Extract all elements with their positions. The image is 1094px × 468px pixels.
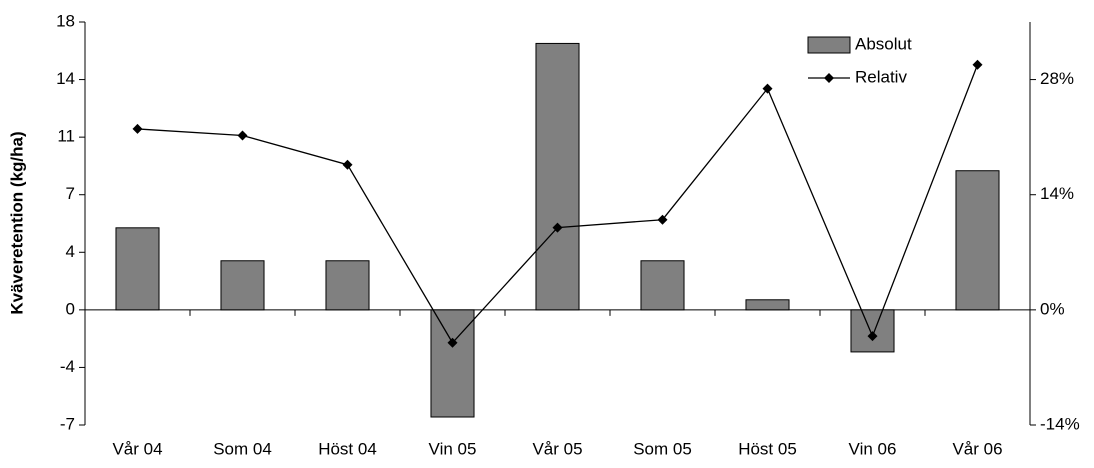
line-marker	[762, 83, 773, 94]
bar	[115, 227, 160, 311]
x-tick-label: Vin 05	[429, 439, 477, 458]
legend-swatch	[807, 36, 851, 54]
x-tick-label: Vår 06	[952, 439, 1002, 458]
y2-tick-label: 28%	[1040, 69, 1074, 88]
y-tick-label: -4	[60, 357, 75, 376]
line-marker	[237, 130, 248, 141]
x-tick-label: Vår 04	[112, 439, 162, 458]
y-tick-label: 0	[66, 299, 75, 318]
x-tick-label: Höst 05	[738, 439, 797, 458]
bar	[220, 260, 265, 311]
y2-tick-label: 0%	[1040, 299, 1065, 318]
x-tick-label: Vår 05	[532, 439, 582, 458]
legend-label: Relativ	[855, 67, 907, 86]
legend-label: Absolut	[855, 34, 912, 53]
line-marker	[657, 214, 668, 225]
y-tick-label: 4	[66, 242, 75, 261]
line-marker	[972, 59, 983, 70]
x-tick-label: Vin 06	[849, 439, 897, 458]
line-marker	[342, 159, 353, 170]
bar	[535, 42, 580, 311]
legend-marker	[824, 73, 834, 83]
x-tick-label: Som 04	[213, 439, 272, 458]
y-tick-label: 18	[56, 11, 75, 30]
line-marker	[447, 337, 458, 348]
y-axis-label: Kväveretention (kg/ha)	[7, 131, 26, 314]
y-tick-label: 7	[66, 184, 75, 203]
line-marker	[867, 331, 878, 342]
y-tick-label: -7	[60, 414, 75, 433]
bar	[850, 309, 895, 353]
bar	[745, 299, 790, 311]
x-tick-label: Höst 04	[318, 439, 377, 458]
y2-tick-label: 14%	[1040, 184, 1074, 203]
y-tick-label: 11	[57, 127, 75, 146]
bar	[325, 260, 370, 311]
y2-tick-label: -14%	[1040, 414, 1080, 433]
x-tick-label: Som 05	[633, 439, 692, 458]
line-marker	[552, 222, 563, 233]
bar	[640, 260, 685, 311]
line-marker	[132, 123, 143, 134]
bar	[955, 170, 1000, 311]
y-tick-label: 14	[56, 69, 75, 88]
